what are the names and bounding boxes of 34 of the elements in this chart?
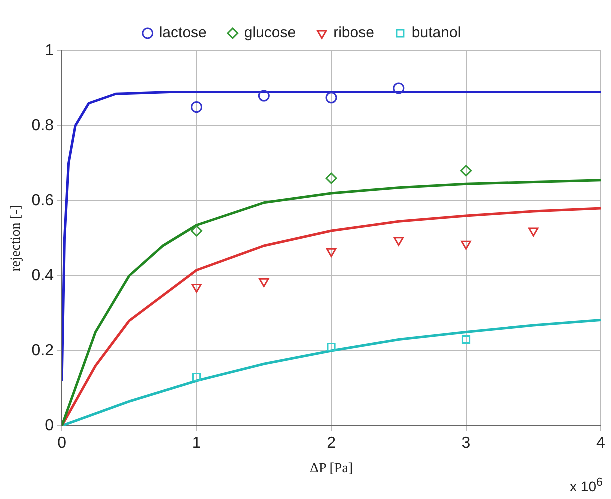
x-axis-title: ΔP [Pa] xyxy=(310,461,354,476)
x-tick-label: 2 xyxy=(327,435,336,452)
y-tick-label: 0.6 xyxy=(32,192,54,210)
legend-label: lactose xyxy=(159,24,207,42)
point xyxy=(192,372,202,382)
point xyxy=(191,102,203,113)
y-tick-label: 0.2 xyxy=(32,342,54,360)
x-tick-label: 4 xyxy=(596,435,606,452)
y-tick-label: 0 xyxy=(45,417,54,434)
point xyxy=(326,92,338,104)
point xyxy=(461,240,472,250)
x-tick-label: 3 xyxy=(462,435,471,452)
y-axis-title: rejection [-] xyxy=(9,205,24,272)
point xyxy=(327,342,336,352)
y-tick-label: 0.8 xyxy=(32,117,54,134)
x-tick-label: 1 xyxy=(192,435,202,452)
legend-label: glucose xyxy=(244,24,296,42)
point xyxy=(258,90,270,102)
point xyxy=(528,228,539,237)
legend-label: butanol xyxy=(412,24,462,42)
point xyxy=(326,248,337,258)
point xyxy=(259,278,270,288)
point xyxy=(393,82,405,94)
text: x 10$^{6}$ xyxy=(570,476,603,495)
point xyxy=(394,237,404,246)
point xyxy=(462,335,471,344)
point xyxy=(326,172,338,184)
y-tick-label: 0.4 xyxy=(32,267,54,284)
x-tick-label: 0 xyxy=(58,435,67,452)
y-tick-label: 1 xyxy=(45,42,54,60)
point xyxy=(192,284,202,293)
point xyxy=(460,165,472,177)
legend-label: ribose xyxy=(334,24,374,42)
point xyxy=(191,225,203,237)
